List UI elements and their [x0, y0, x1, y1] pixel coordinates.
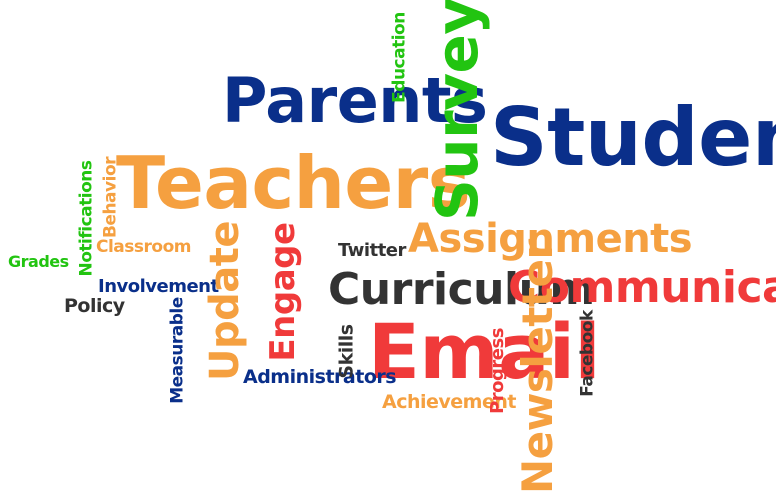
- word-education: Education: [389, 12, 410, 103]
- word-progress: Progress: [487, 328, 508, 414]
- word-involvement: Involvement: [98, 276, 219, 297]
- word-policy: Policy: [64, 295, 125, 317]
- word-twitter: Twitter: [338, 240, 406, 261]
- word-newsletter: Newsletter: [513, 239, 562, 494]
- word-parents: Parents: [222, 64, 488, 137]
- word-grades: Grades: [8, 252, 69, 271]
- word-assignments: Assignments: [408, 216, 693, 262]
- word-administrators: Administrators: [243, 366, 397, 388]
- word-notifications: Notifications: [76, 160, 97, 277]
- word-teachers: Teachers: [116, 141, 471, 225]
- word-update: Update: [202, 221, 248, 381]
- word-students: Students: [490, 91, 776, 184]
- word-communicate: Communicate: [508, 262, 776, 313]
- word-achievement: Achievement: [382, 391, 516, 413]
- word-classroom: Classroom: [96, 237, 191, 257]
- word-curriculum: Curriculum: [328, 264, 595, 315]
- word-measurable: Measurable: [167, 297, 188, 404]
- word-engage: Engage: [263, 222, 303, 362]
- word-skills: Skills: [335, 324, 358, 379]
- word-facebook: Facebook: [577, 310, 598, 397]
- word-email: Email: [368, 307, 601, 396]
- word-survey: Survey: [423, 0, 491, 221]
- word-behavior: Behavior: [100, 156, 121, 239]
